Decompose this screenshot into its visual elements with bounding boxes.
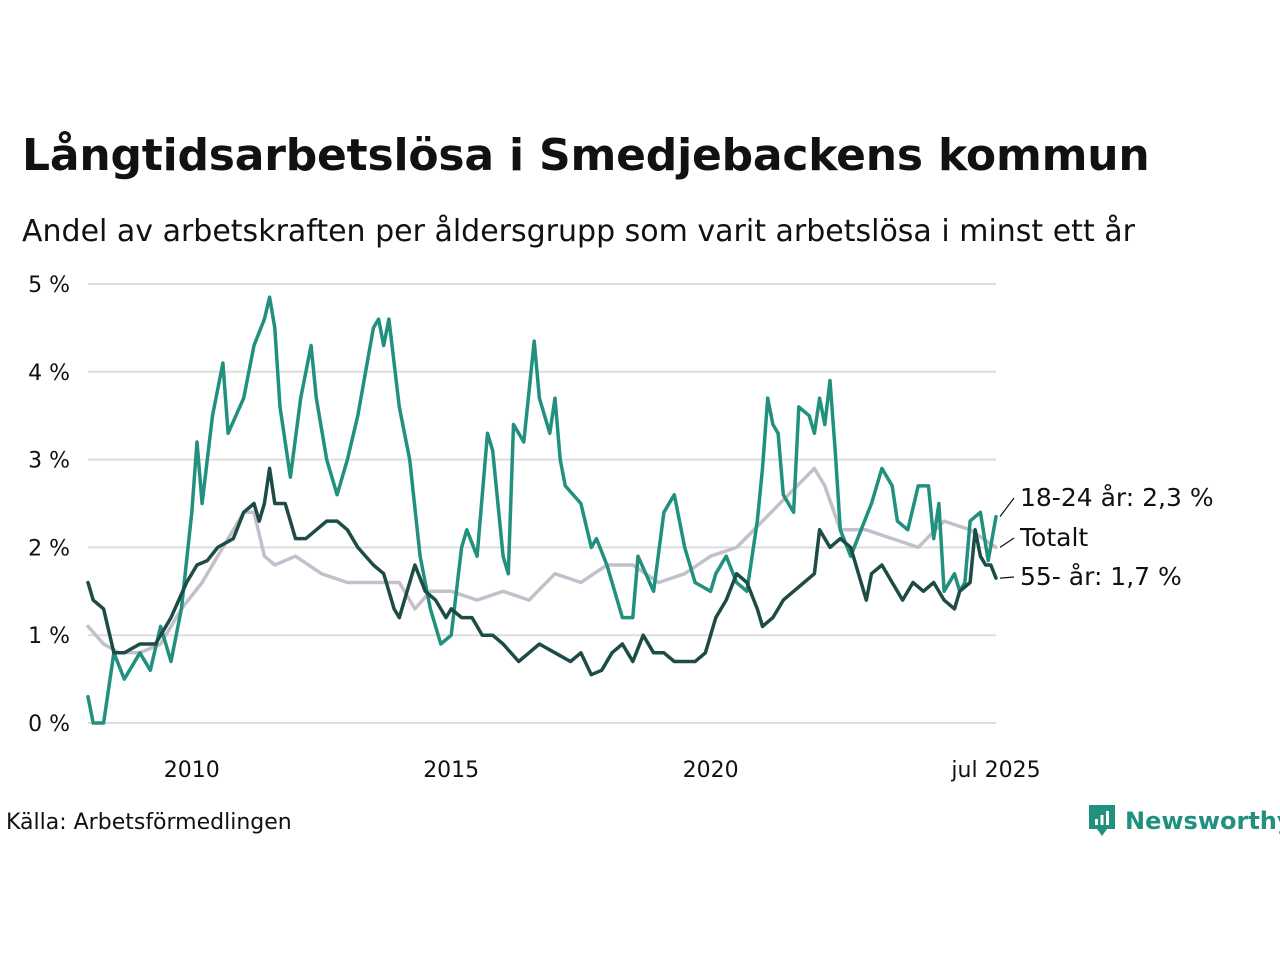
series-line — [86, 466, 998, 655]
x-tick-label: 2015 — [423, 758, 479, 783]
label-leader-line — [999, 537, 1015, 548]
x-tick-label: jul 2025 — [950, 758, 1040, 783]
series-lines — [86, 295, 998, 725]
y-tick-label: 5 % — [28, 273, 70, 298]
series-end-label: Totalt — [1019, 523, 1088, 552]
series-labels: 18-24 år: 2,3 % Totalt 55- år: 1,7 % — [999, 483, 1214, 591]
chart-title: Långtidsarbetslösa i Smedjebackens kommu… — [22, 130, 1150, 181]
series-line — [86, 466, 998, 677]
x-tick-label: 2010 — [164, 758, 220, 783]
x-tick-label: 2020 — [683, 758, 739, 783]
y-tick-label: 4 % — [28, 361, 70, 386]
y-tick-label: 0 % — [28, 712, 70, 737]
source-note: Källa: Arbetsförmedlingen — [6, 810, 292, 835]
grid-lines — [88, 283, 996, 724]
series-end-label: 55- år: 1,7 % — [1020, 562, 1182, 591]
y-tick-label: 2 % — [28, 536, 70, 561]
line-chart: 0 %1 %2 %3 %4 %5 % 2010 2015 2020 jul 2025 … — [28, 273, 1214, 783]
chart-subtitle: Andel av arbetskraften per åldersgrupp s… — [22, 214, 1135, 249]
series-end-label: 18-24 år: 2,3 % — [1020, 483, 1214, 512]
series-line — [86, 295, 998, 725]
newsworthy-logo-icon — [1089, 805, 1115, 836]
label-leader-line — [999, 497, 1015, 518]
brand-logo[interactable]: Newsworthy — [1087, 803, 1280, 839]
label-leader-line — [999, 576, 1015, 579]
brand-name: Newsworthy — [1125, 807, 1280, 835]
x-axis-labels: 2010 2015 2020 jul 2025 — [164, 758, 1041, 783]
y-tick-label: 3 % — [28, 449, 70, 474]
y-tick-label: 1 % — [28, 624, 70, 649]
y-axis-labels: 0 % 1 % 2 % 3 % 4 % 5 % — [28, 273, 70, 737]
